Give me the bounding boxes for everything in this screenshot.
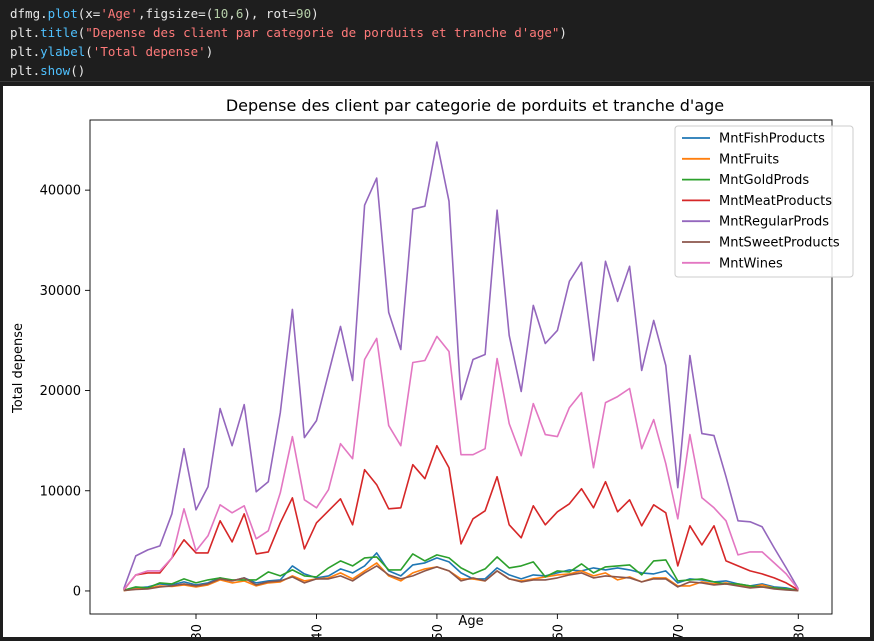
code-token: plt.: [10, 25, 41, 40]
chart-title: Depense des client par categorie de pord…: [226, 96, 724, 115]
code-token: ): [311, 6, 319, 21]
legend-label: MntRegularProds: [719, 215, 829, 230]
x-tick-label: 70: [672, 624, 687, 637]
y-tick-label: 0: [73, 584, 81, 599]
code-token: 'Age': [100, 6, 138, 21]
code-token: ): [205, 44, 214, 59]
legend-label: MntFishProducts: [719, 132, 825, 147]
cell-output: Depense des client par categorie de pord…: [3, 86, 870, 641]
y-tick-label: 10000: [40, 484, 81, 499]
code-token: plt.: [10, 63, 41, 78]
x-axis-label: Age: [458, 614, 483, 629]
code-token: ,: [228, 6, 236, 21]
code-token: ), rot=: [243, 6, 297, 21]
code-token: show: [40, 63, 71, 78]
code-token: 6: [235, 6, 244, 21]
x-tick-label: 30: [190, 624, 205, 637]
code-token: plt.: [10, 44, 41, 59]
code-token: (: [77, 25, 86, 40]
code-token: plot: [47, 6, 78, 21]
series-line-MntRegularProds: [122, 141, 799, 590]
code-token: ): [559, 25, 567, 40]
code-line: plt.ylabel('Total depense'): [10, 42, 874, 61]
legend-label: MntMeatProducts: [719, 194, 832, 209]
code-token: 10: [213, 6, 229, 21]
x-tick-label: 50: [431, 624, 446, 637]
legend-label: MntWines: [719, 256, 783, 271]
series-line-MntMeatProducts: [123, 444, 799, 591]
legend: [674, 125, 854, 278]
line-chart: Depense des client par categorie de pord…: [11, 96, 854, 641]
y-tick-label: 40000: [40, 184, 81, 199]
legend-label: MntSweetProducts: [719, 236, 840, 251]
y-tick-label: 30000: [40, 284, 81, 299]
y-tick-label: 20000: [40, 384, 81, 399]
code-token: ylabel: [40, 44, 86, 59]
code-token: title: [40, 25, 78, 40]
legend-label: MntGoldProds: [719, 173, 809, 188]
code-line: dfmg.plot(x='Age',figsize=(10,6), rot=90…: [10, 4, 874, 23]
code-token: ,figsize=(: [137, 6, 214, 21]
code-token: "Depense des client par categorie de por…: [85, 25, 560, 40]
code-line: plt.title("Depense des client par catego…: [10, 23, 874, 42]
series-line-MntWines: [123, 335, 799, 591]
code-token: 90: [296, 6, 312, 21]
y-axis-label: Total depense: [11, 323, 26, 414]
x-tick-label: 60: [551, 624, 566, 637]
code-cell[interactable]: dfmg.plot(x='Age',figsize=(10,6), rot=90…: [0, 0, 874, 82]
code-token: 'Total depense': [92, 44, 206, 59]
code-token: (: [85, 44, 93, 59]
series-line-MntSweetProducts: [123, 565, 799, 592]
code-line: plt.show(): [10, 61, 874, 80]
code-token: (): [70, 63, 86, 78]
code-token: (x=: [77, 6, 101, 21]
legend-label: MntFruits: [719, 152, 779, 167]
code-token: dfmg.: [10, 6, 48, 21]
series-line-MntFruits: [123, 562, 799, 592]
x-tick-label: 40: [310, 624, 325, 637]
x-tick-label: 80: [792, 624, 807, 637]
